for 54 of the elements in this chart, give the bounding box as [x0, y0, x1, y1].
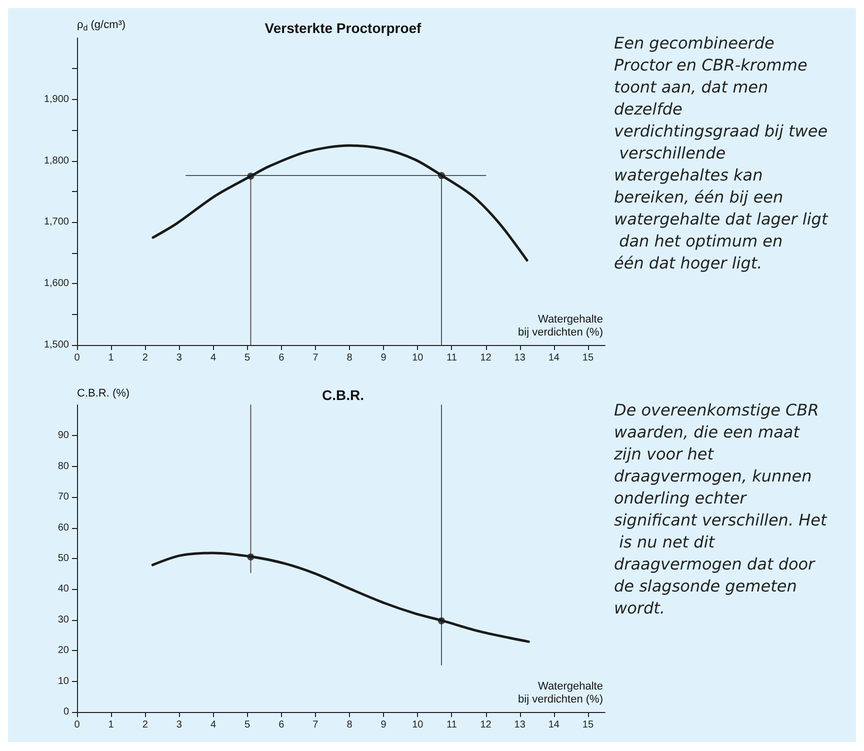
- y-tick-label: 1,600: [44, 278, 70, 290]
- x-tick-label: 10: [412, 352, 424, 364]
- text: De overeenkomstige CBR waarden, die een maat zijn voor het draagvermogen, kunnen onderling echter significant verschillen. Het is nu net dit draagvermogen dat door de slagsonde gemeten wordt.: [614, 400, 827, 618]
- y-tick-label: 20: [58, 645, 70, 656]
- x-tick-label: 0: [74, 720, 80, 730]
- y-axis-title: C.B.R. (%): [77, 388, 130, 400]
- x-tick-label: 3: [176, 720, 182, 730]
- chart-title: C.B.R.: [322, 387, 364, 403]
- x-tick-label: 4: [210, 720, 216, 730]
- x-tick-label: 7: [312, 352, 319, 364]
- x-tick-label: 2: [142, 720, 148, 730]
- x-tick-label: 13: [514, 720, 526, 730]
- y-tick-label: 60: [58, 522, 70, 534]
- x-tick-label: 15: [582, 720, 594, 730]
- x-tick-label: 11: [446, 352, 458, 364]
- y-tick-label: 90: [58, 430, 70, 442]
- y-tick-label: 40: [58, 584, 70, 595]
- x-tick-label: 12: [480, 720, 492, 730]
- x-tick-label: 15: [582, 352, 594, 364]
- x-axis-title: Watergehalte bij verdichten (%): [518, 314, 603, 338]
- x-tick-label: 10: [412, 720, 424, 730]
- y-tick-label: 1,500: [44, 340, 70, 350]
- x-tick-label: 8: [346, 720, 353, 730]
- chart-title: Versterkte Proctorproef: [264, 20, 422, 36]
- x-tick-label: 2: [142, 352, 148, 364]
- y-tick-label: 80: [58, 460, 70, 472]
- x-tick-label: 5: [244, 352, 251, 364]
- x-tick-label: 0: [74, 352, 80, 364]
- text: Een gecombineerde Proctor en CBR-kromme toont aan, dat men dezelfde verdichtingsgraad bij twee verschillende watergehaltes kan bereiken, één bij een watergehalte dat lager ligt dan het optimum en één dat hoger ligt.: [614, 34, 828, 272]
- x-tick-label: 3: [176, 352, 182, 364]
- y-tick-label: 1,700: [44, 216, 70, 228]
- y-tick-label: 70: [58, 492, 70, 503]
- x-tick-label: 4: [210, 352, 216, 364]
- x-tick-label: 12: [480, 352, 492, 364]
- x-tick-label: 1: [108, 352, 114, 364]
- x-tick-label: 6: [278, 720, 285, 730]
- x-tick-label: 6: [278, 352, 285, 364]
- y-tick-label: 10: [58, 676, 70, 687]
- x-tick-label: 9: [380, 352, 387, 364]
- x-tick-label: 9: [380, 720, 387, 730]
- x-tick-label: 5: [244, 720, 251, 730]
- x-axis-title: Watergehalte bij verdichten (%): [518, 680, 603, 706]
- y-tick-label: 1,800: [44, 155, 70, 166]
- y-tick-label: 0: [63, 706, 70, 718]
- x-tick-label: 8: [346, 352, 353, 364]
- x-tick-label: 13: [514, 352, 526, 364]
- x-tick-label: 11: [446, 720, 458, 730]
- x-tick-label: 14: [548, 352, 560, 364]
- x-tick-label: 14: [548, 720, 560, 730]
- y-tick-label: 30: [58, 614, 70, 626]
- y-tick-label: 1,900: [44, 94, 70, 105]
- y-tick-label: 50: [58, 553, 70, 564]
- x-tick-label: 1: [108, 720, 114, 730]
- x-tick-label: 7: [312, 720, 319, 730]
